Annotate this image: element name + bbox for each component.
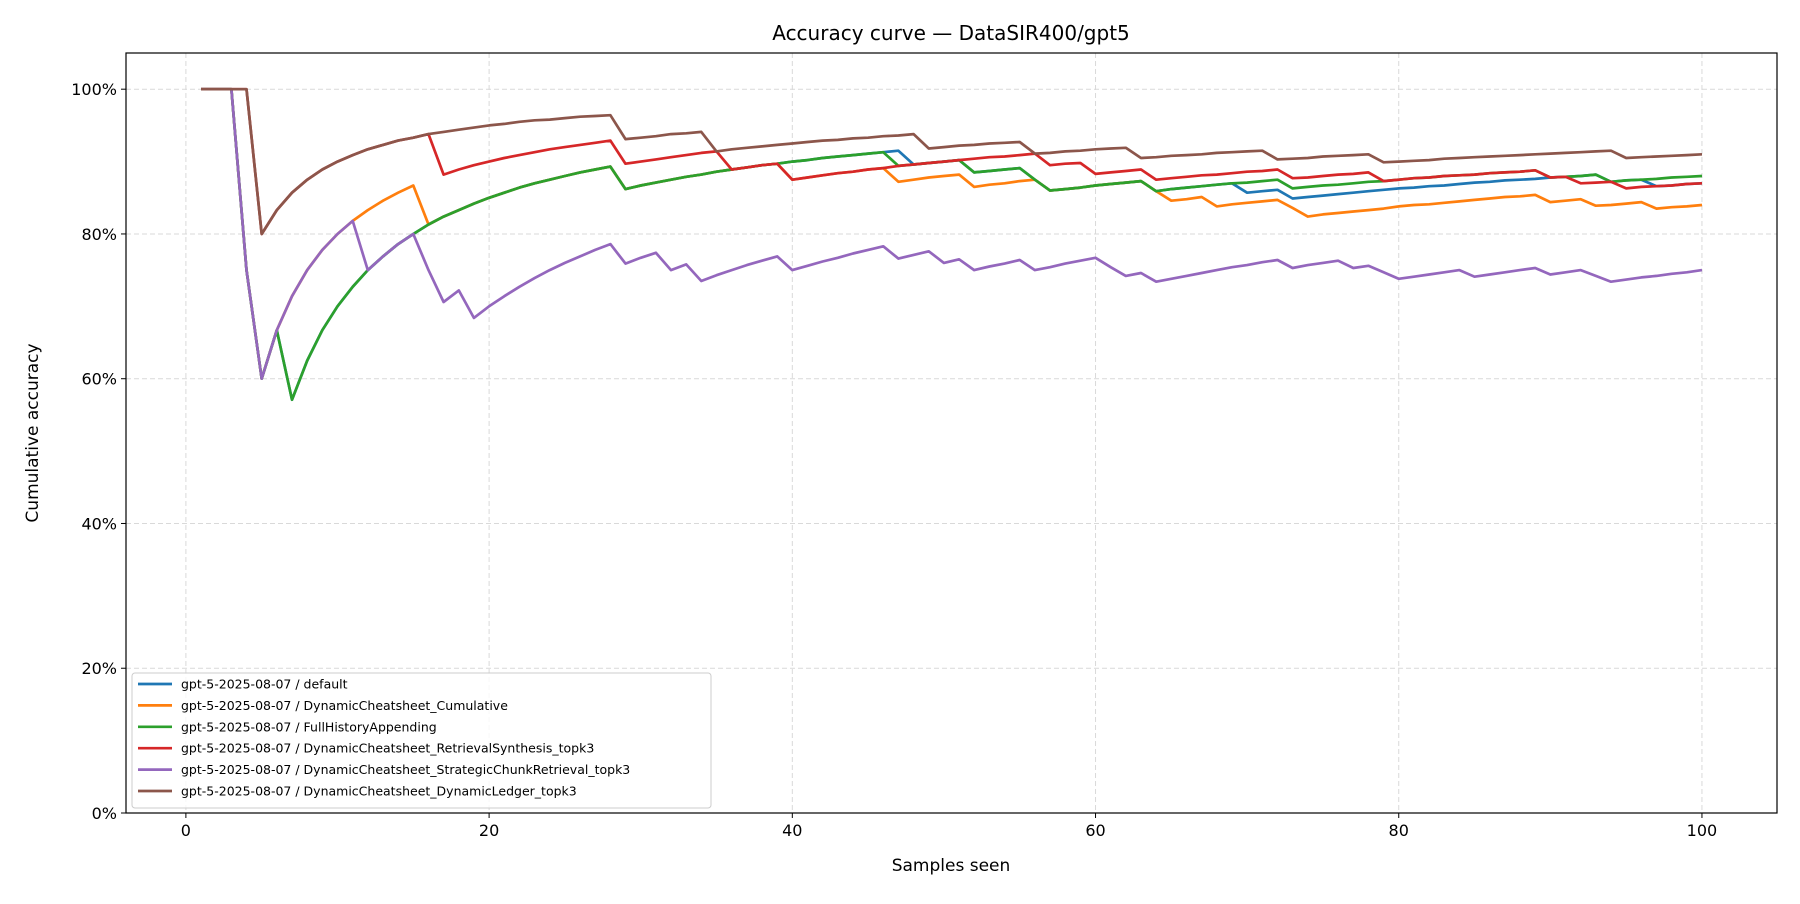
x-tick-label: 60 — [1085, 821, 1105, 840]
legend-label: gpt-5-2025-08-07 / DynamicCheatsheet_Cum… — [181, 698, 508, 713]
y-tick-label: 80% — [81, 225, 117, 244]
x-tick-label: 20 — [479, 821, 499, 840]
legend-box — [131, 672, 712, 809]
y-tick-label: 60% — [81, 370, 117, 389]
y-axis-label: Cumulative accuracy — [23, 343, 43, 522]
legend-label: gpt-5-2025-08-07 / DynamicCheatsheet_Dyn… — [181, 784, 577, 799]
axis-ticks: 0 20 40 60 80 100 0% 20% 40% 60% 80% 100% — [71, 80, 1717, 840]
y-tick-label: 0% — [92, 804, 117, 823]
legend-label: gpt-5-2025-08-07 / DynamicCheatsheet_Str… — [181, 762, 630, 777]
plot-frame — [125, 52, 1778, 814]
x-tick-label: 80 — [1389, 821, 1409, 840]
x-tick-label: 0 — [181, 821, 191, 840]
series-line-5 — [201, 87, 1703, 236]
legend: gpt-5-2025-08-07 / default gpt-5-2025-08-… — [131, 672, 712, 809]
chart-title: Accuracy curve — DataSIR400/gpt5 — [772, 21, 1130, 45]
legend-label: gpt-5-2025-08-07 / FullHistoryAppending — [181, 719, 437, 734]
y-tick-label: 40% — [81, 514, 117, 533]
x-axis-label: Samples seen — [892, 856, 1011, 876]
x-tick-label: 100 — [1687, 821, 1718, 840]
y-tick-label: 100% — [71, 80, 117, 99]
series-line-3 — [201, 87, 1703, 236]
legend-label: gpt-5-2025-08-07 / DynamicCheatsheet_Ret… — [181, 741, 594, 756]
x-tick-label: 40 — [782, 821, 802, 840]
y-tick-label: 20% — [81, 659, 117, 678]
series-line-4 — [201, 87, 1703, 381]
legend-label: gpt-5-2025-08-07 / default — [181, 677, 348, 692]
series-lines — [201, 87, 1703, 402]
